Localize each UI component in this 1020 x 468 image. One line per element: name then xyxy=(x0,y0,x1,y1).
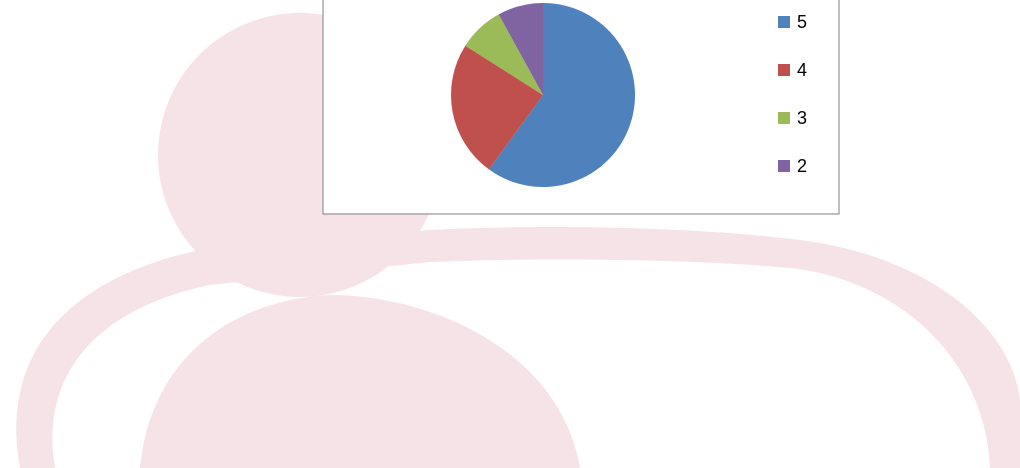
legend-swatch xyxy=(778,64,790,76)
legend-swatch xyxy=(778,160,790,172)
legend-label: 5 xyxy=(797,12,807,32)
pie-slice xyxy=(498,3,543,95)
pie-slice xyxy=(465,14,543,96)
legend-label: 4 xyxy=(797,60,807,80)
pie-slice xyxy=(451,45,543,170)
legend-label: 3 xyxy=(797,108,807,128)
legend-swatch xyxy=(778,112,790,124)
pie-slice xyxy=(488,3,635,187)
pie xyxy=(451,3,635,187)
legend-swatch xyxy=(778,16,790,28)
legend-label: 2 xyxy=(797,156,807,176)
legend: 5 4 3 2 xyxy=(778,12,807,176)
